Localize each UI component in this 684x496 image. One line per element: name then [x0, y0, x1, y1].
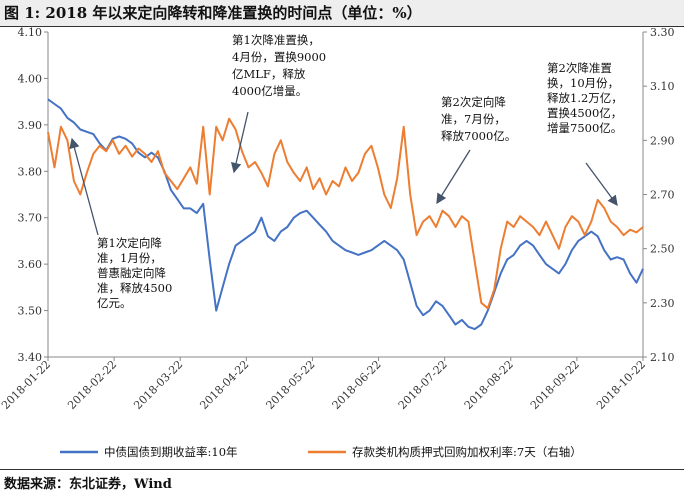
- x-tick-label: 2018-04-22: [197, 358, 251, 412]
- annotation-3: 第2次降准置 换，10月份， 释放1.2万亿， 置换4500亿， 增量7500亿…: [547, 61, 626, 135]
- legend-label-bond-yield: 中债国债到期收益率:10年: [104, 445, 238, 459]
- left-tick-label: 3.70: [18, 212, 43, 225]
- figure-title: 图 1: 2018 年以来定向降转和降准置换的时间点（单位：%）: [0, 0, 684, 26]
- x-tick-label: 2018-10-22: [594, 358, 648, 412]
- x-tick-label: 2018-02-22: [65, 358, 119, 412]
- right-tick-label: 3.30: [650, 26, 675, 39]
- x-tick-label: 2018-06-22: [330, 358, 384, 412]
- left-tick-label: 3.40: [18, 351, 43, 364]
- annotation-arrow-1: [231, 111, 249, 174]
- legend: 中债国债到期收益率:10年 存款类机构质押式回购加权利率:7天（右轴）: [60, 445, 582, 459]
- left-tick-label: 3.80: [18, 165, 43, 178]
- left-tick-label: 4.00: [18, 72, 43, 85]
- annotation-1: 第1次降准置换， 4月份，置换9000 亿MLF，释放 4000亿增量。: [232, 33, 330, 98]
- source-rule: [0, 469, 684, 470]
- legend-label-repo-rate: 存款类机构质押式回购加权利率:7天（右轴）: [352, 445, 582, 459]
- right-tick-label: 3.10: [650, 80, 675, 93]
- series-line-repo-rate: [47, 117, 644, 310]
- x-tick-label: 2018-08-22: [462, 358, 516, 412]
- x-tick-label: 2018-05-22: [264, 358, 318, 412]
- annotation-arrow-3: [585, 162, 618, 207]
- right-tick-label: 2.30: [650, 297, 675, 310]
- right-tick-label: 2.70: [650, 189, 675, 202]
- annotation-arrow-2: [436, 149, 471, 205]
- left-tick-label: 3.50: [18, 305, 43, 318]
- source-note: 数据来源：东北证券，Wind: [4, 477, 172, 492]
- x-tick-label: 2018-03-22: [131, 358, 185, 412]
- title-rule: [0, 26, 684, 27]
- annotation-4: 第1次定向降 准，1月份， 普惠融定向降 准，释放4500 亿元。: [97, 236, 176, 310]
- right-axis-ticks: 2.10 2.30 2.50 2.70 2.90 3.10 3.30: [643, 26, 675, 364]
- left-tick-label: 3.60: [18, 258, 43, 271]
- x-tick-label: 2018-09-22: [528, 358, 582, 412]
- annotation-arrow-4: [69, 137, 99, 236]
- right-tick-label: 2.50: [650, 243, 675, 256]
- left-axis-ticks: 3.40 3.50 3.60 3.70 3.80 3.90 4.00 4.10: [18, 26, 48, 364]
- right-tick-label: 2.10: [650, 351, 675, 364]
- x-tick-label: 2018-01-22: [0, 358, 53, 412]
- left-tick-label: 3.90: [18, 119, 43, 132]
- annotation-2: 第2次定向降 准，7月份， 释放7000亿。: [441, 95, 516, 143]
- right-tick-label: 2.90: [650, 134, 675, 147]
- annotation-arrows: [69, 111, 618, 236]
- x-tick-label: 2018-07-22: [396, 358, 450, 412]
- left-tick-label: 4.10: [18, 26, 43, 39]
- x-axis-ticks: 2018-01-22 2018-02-22 2018-03-22 2018-04-22…: [0, 357, 648, 412]
